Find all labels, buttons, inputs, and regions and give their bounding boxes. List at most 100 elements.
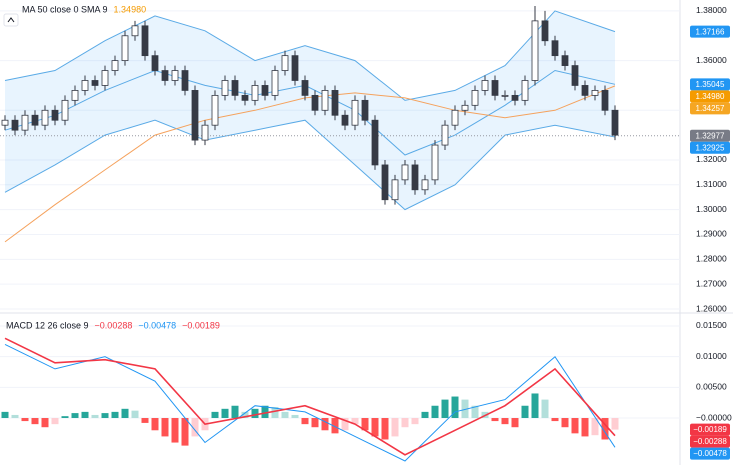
candle-body [261, 85, 269, 96]
y-tick-label: 1.30000 [696, 204, 727, 214]
candle-body [331, 90, 339, 116]
histogram-bar [281, 411, 289, 419]
candle-body [111, 60, 119, 71]
histogram-bar [231, 405, 239, 419]
price-label-box [690, 25, 730, 38]
candle-body [411, 164, 419, 191]
price-label: 1.35045 [696, 80, 725, 89]
histogram-bar [551, 418, 559, 422]
candle-body [521, 80, 529, 101]
histogram-bar [571, 418, 579, 434]
histogram-bar [31, 418, 39, 425]
indicator-header: MACD 12 26 close 9 [6, 320, 89, 330]
candle-body [611, 109, 619, 136]
candle-body [561, 55, 569, 66]
histogram-bar [161, 418, 169, 437]
y-tick-label: 1.32000 [696, 154, 727, 164]
histogram-bar [121, 408, 129, 419]
price-label: 1.37166 [696, 27, 725, 36]
candle-body [221, 80, 229, 96]
histogram-bar [181, 418, 189, 446]
candle-body [391, 179, 399, 201]
histogram-bar [141, 418, 149, 423]
candle-body [301, 80, 309, 96]
y-tick-label: 1.29000 [696, 229, 727, 239]
candle-body [591, 90, 599, 96]
price-label: 1.34980 [696, 92, 725, 101]
candle-body [581, 85, 589, 96]
candle-body [211, 94, 219, 126]
y-tick-label: 0.00500 [696, 382, 727, 392]
histogram-bar [401, 418, 409, 428]
histogram-bar [491, 418, 499, 422]
candle-body [601, 90, 609, 111]
histogram-bar [531, 393, 539, 419]
histogram-bar [581, 418, 589, 437]
y-tick-label: 1.28000 [696, 254, 727, 264]
y-tick-label: 1.31000 [696, 179, 727, 189]
candle-body [11, 119, 19, 131]
histogram-bar [411, 418, 419, 425]
candle-body [141, 25, 149, 57]
candle-body [61, 99, 69, 121]
candle-body [341, 114, 349, 126]
candle-body [381, 164, 389, 201]
histogram-bar [391, 418, 399, 437]
candle-body [101, 70, 109, 86]
price-label: 1.34257 [696, 104, 725, 113]
histogram-bar [611, 418, 619, 430]
collapse-button[interactable] [3, 13, 19, 27]
y-tick-label: 0.01000 [696, 351, 727, 361]
histogram-bar [251, 408, 259, 419]
histogram-bar [331, 418, 339, 434]
candle-body [531, 20, 539, 81]
candle-body [431, 144, 439, 181]
histogram-bar [71, 413, 79, 419]
histogram-bar [191, 418, 199, 437]
macd-line [4, 337, 616, 456]
histogram-bar [51, 418, 59, 425]
histogram-bar [131, 410, 139, 419]
histogram-bar [451, 396, 459, 419]
candle-body [461, 104, 469, 111]
candle-body [1, 119, 9, 126]
histogram-bar [601, 418, 609, 440]
histogram-bar [471, 405, 479, 419]
indicator-value: 1.34980 [114, 4, 147, 14]
candle-body [251, 85, 259, 101]
price-label: 1.32977 [696, 131, 725, 140]
histogram-bar [341, 418, 349, 431]
histogram-bar [41, 418, 49, 428]
candle-body [71, 90, 79, 101]
histogram-bar [291, 414, 299, 419]
band-lower [4, 119, 616, 211]
histogram-bar [1, 411, 9, 419]
histogram-bar [381, 418, 389, 440]
candle-body [201, 124, 209, 141]
candle-body [161, 70, 169, 81]
candle-body [171, 70, 179, 81]
candle-body [21, 114, 29, 131]
candle-body [81, 80, 89, 91]
histogram-bar [421, 411, 429, 419]
candle-body [271, 70, 279, 96]
candle-body [511, 94, 519, 101]
histogram-bar [61, 416, 69, 419]
candle-body [541, 20, 549, 42]
y-tick-label: 0.01500 [696, 320, 727, 330]
candle-body [121, 35, 129, 62]
histogram-bar [521, 405, 529, 419]
band-upper [4, 10, 616, 101]
histogram-bar [21, 418, 29, 422]
candle-body [291, 55, 299, 81]
candle-body [551, 40, 559, 57]
collapse-button-box [3, 13, 19, 27]
histogram-bar [441, 399, 449, 419]
candle-body [351, 99, 359, 126]
candle-body [371, 119, 379, 166]
candle-body [131, 25, 139, 37]
price-label-box [690, 90, 730, 103]
candle-body [241, 94, 249, 101]
candle-body [231, 80, 239, 96]
